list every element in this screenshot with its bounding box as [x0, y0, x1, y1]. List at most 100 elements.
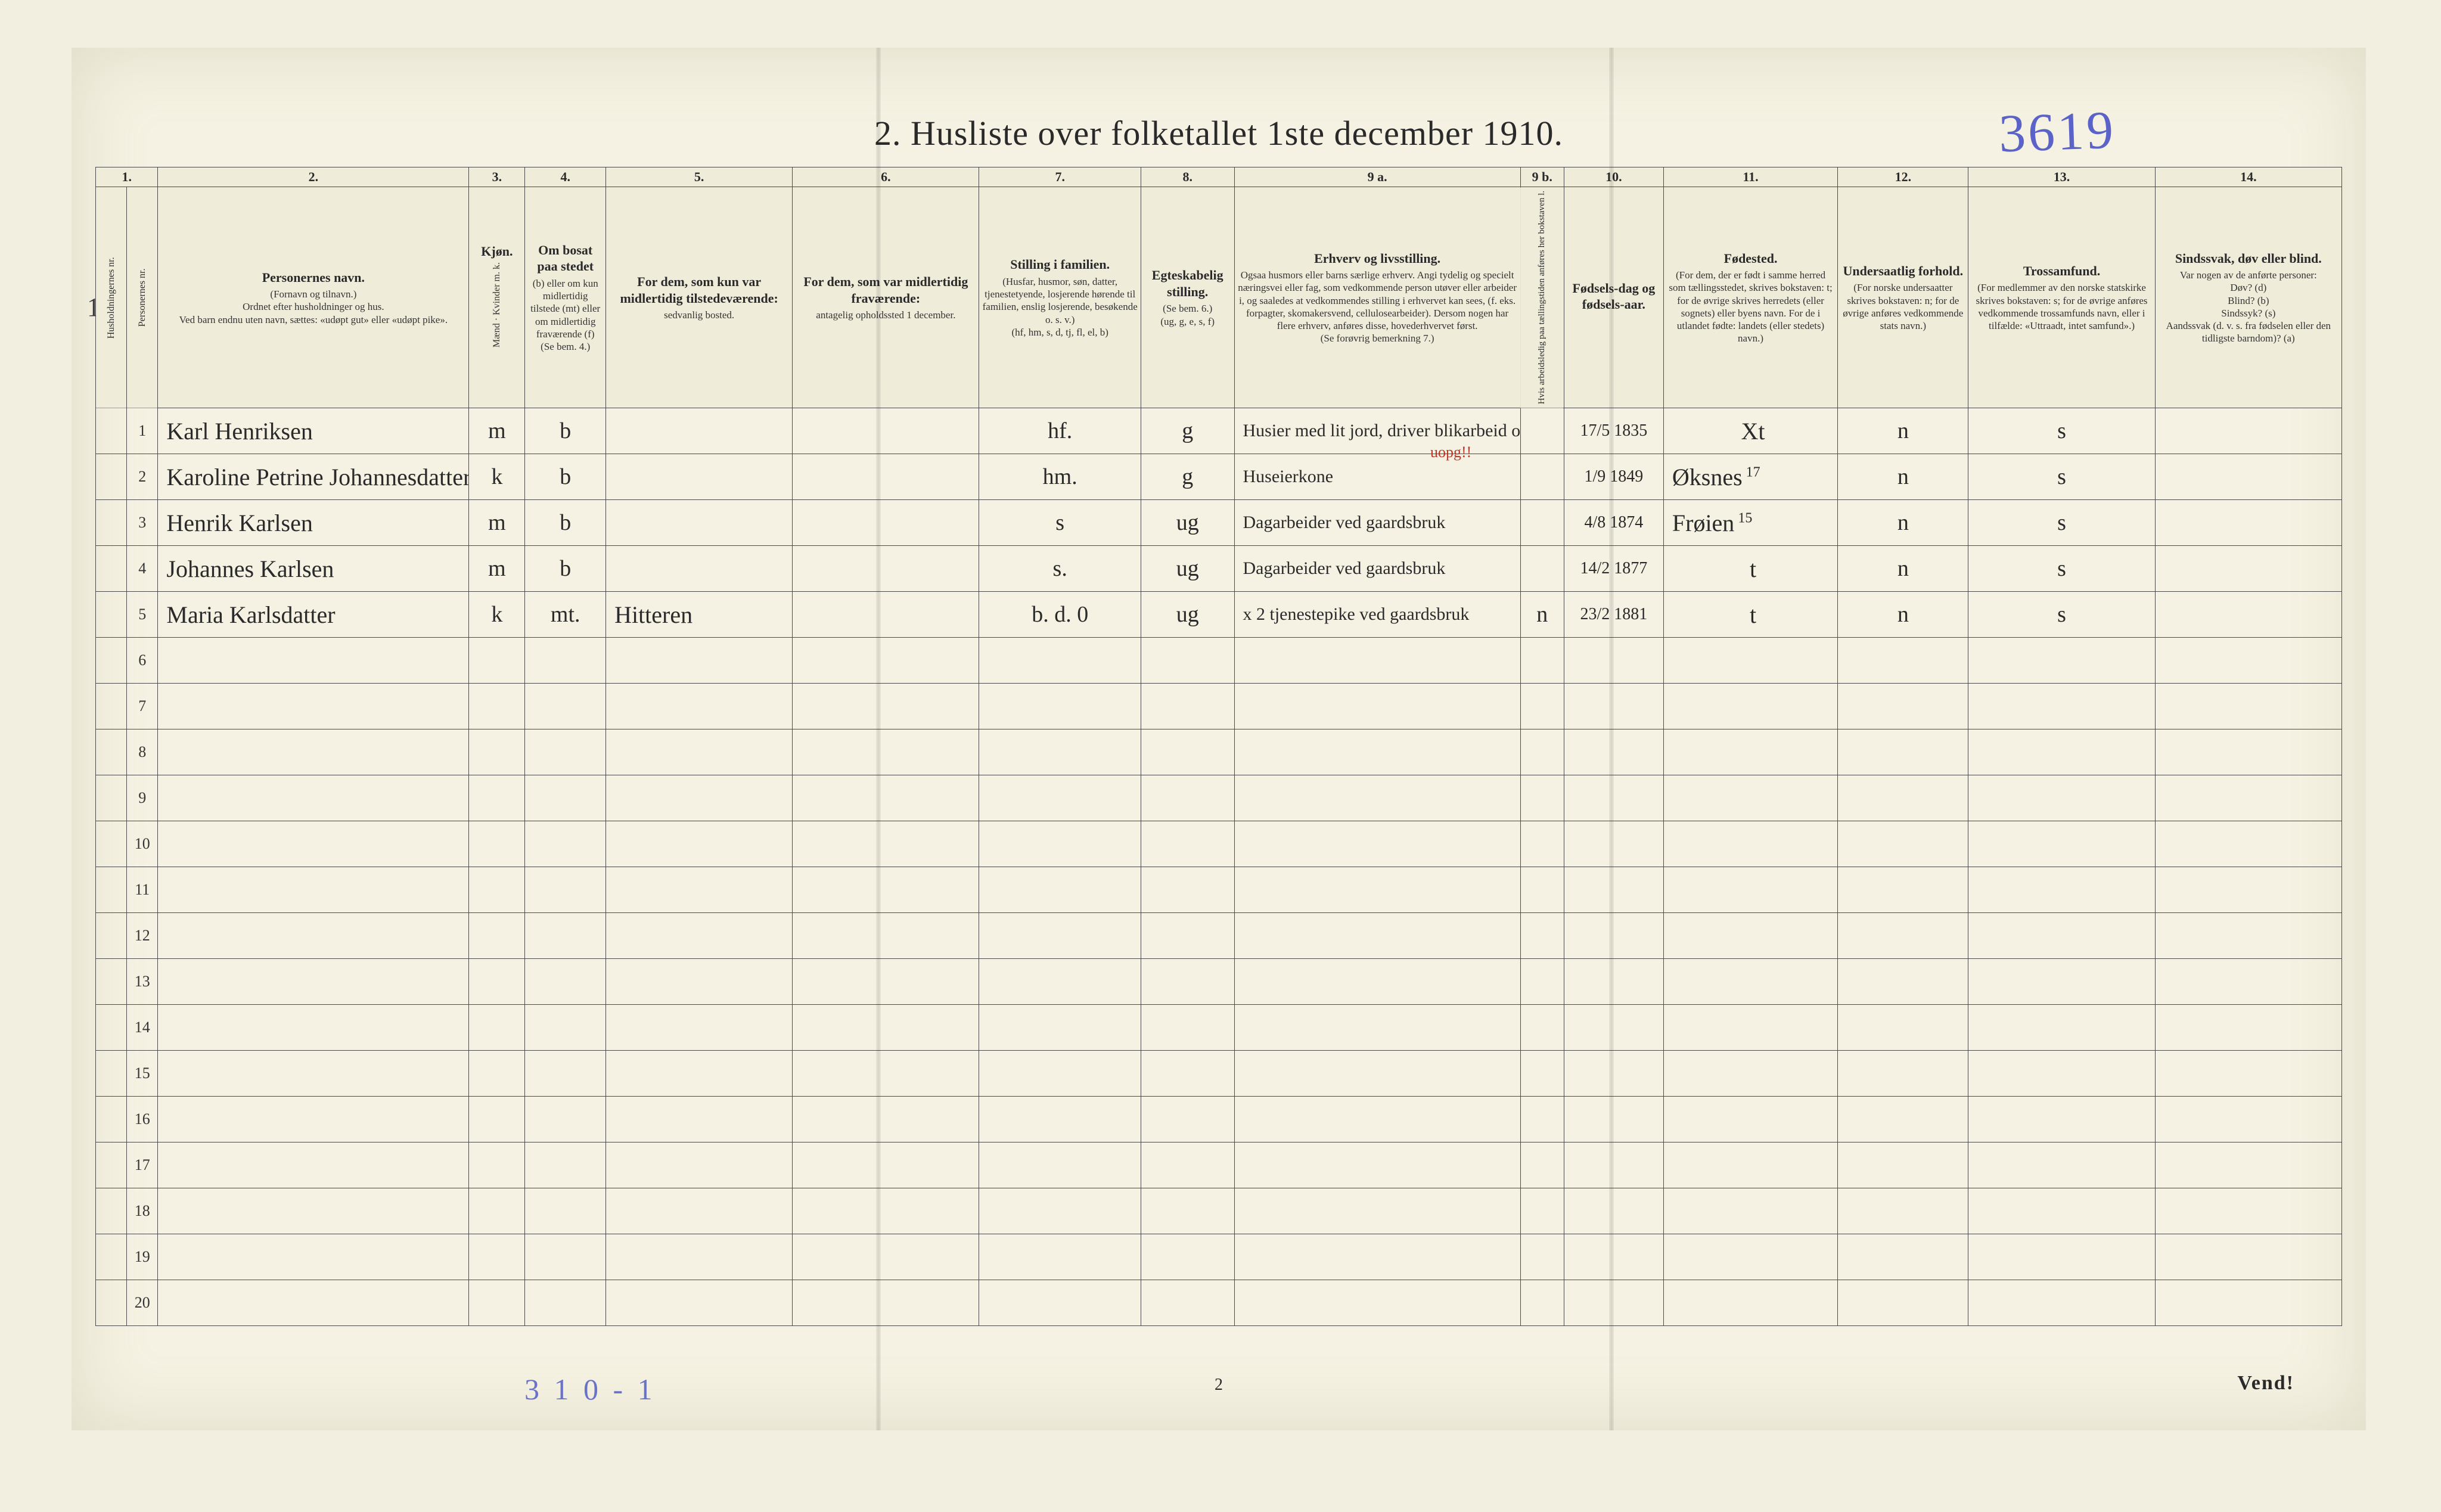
cell-empty: [1520, 638, 1564, 684]
cell-residence: b: [525, 500, 606, 546]
cell-birthplace: Xt: [1663, 408, 1837, 454]
cell-person-nr: 16: [127, 1097, 158, 1142]
header-position: Stilling i familien. (Husfar, husmor, sø…: [979, 187, 1141, 408]
cell-empty: [1968, 638, 2155, 684]
cell-empty: [1968, 1234, 2155, 1280]
cell-faith: s: [1968, 592, 2155, 638]
cell-marital: ug: [1141, 546, 1234, 592]
cell-hh-nr: [96, 821, 127, 867]
cell-f-place: [793, 546, 979, 592]
cell-person-nr: 10: [127, 821, 158, 867]
cell-marital: ug: [1141, 500, 1234, 546]
cell-empty: [979, 638, 1141, 684]
cell-faith: s: [1968, 546, 2155, 592]
cell-marital: ug: [1141, 592, 1234, 638]
paper-sheet: 2. Husliste over folketallet 1ste decemb…: [72, 48, 2366, 1430]
header-position-main: Stilling i familien.: [982, 256, 1138, 273]
cell-empty: [158, 1234, 469, 1280]
cell-empty: [793, 1234, 979, 1280]
cell-empty: [1838, 1234, 1968, 1280]
cell-empty: [525, 821, 606, 867]
cell-hh-nr: [96, 1188, 127, 1234]
table-row: 12: [96, 913, 2342, 959]
colnum-4: 4.: [525, 167, 606, 187]
cell-mt-place: [606, 408, 793, 454]
cell-empty: [1520, 684, 1564, 729]
cell-hh-nr: [96, 408, 127, 454]
cell-empty: [1234, 913, 1520, 959]
cell-empty: [1838, 1280, 1968, 1326]
cell-person-nr: 1: [127, 408, 158, 454]
cell-empty: [2155, 1280, 2341, 1326]
cell-empty: [1663, 1097, 1837, 1142]
cell-person-nr: 18: [127, 1188, 158, 1234]
cell-empty: [158, 1142, 469, 1188]
cell-empty: [979, 1051, 1141, 1097]
cell-empty: [1520, 867, 1564, 913]
cell-empty: [1968, 1097, 2155, 1142]
cell-empty: [158, 821, 469, 867]
cell-residence: b: [525, 546, 606, 592]
cell-empty: [606, 638, 793, 684]
cell-empty: [793, 1142, 979, 1188]
cell-faith: s: [1968, 454, 2155, 500]
cell-empty: [1663, 1280, 1837, 1326]
cell-empty: [2155, 1051, 2341, 1097]
cell-empty: [1564, 1097, 1663, 1142]
handwritten-sheet-number: 3619: [1998, 100, 2116, 165]
header-hh-nr-label: Husholdningernes nr.: [106, 257, 116, 339]
header-occupation: Erhverv og livsstilling. Ogsaa husmors e…: [1234, 187, 1520, 408]
cell-mt-place: [606, 500, 793, 546]
cell-empty: [1663, 1142, 1837, 1188]
header-ledig: Hvis arbeidsledig paa tællingstiden anfø…: [1520, 187, 1564, 408]
colnum-6: 6.: [793, 167, 979, 187]
header-residence: Om bosat paa stedet (b) eller om kun mid…: [525, 187, 606, 408]
cell-empty: [979, 867, 1141, 913]
table-row: 3Henrik KarlsenmbsugDagarbeider ved gaar…: [96, 500, 2342, 546]
cell-empty: [1141, 684, 1234, 729]
cell-empty: [1968, 775, 2155, 821]
header-ledig-label: Hvis arbeidsledig paa tællingstiden anfø…: [1537, 191, 1546, 404]
cell-disability: [2155, 546, 2341, 592]
cell-empty: [525, 913, 606, 959]
header-birthplace-sub: (For dem, der er født i samme herred som…: [1666, 269, 1835, 345]
cell-empty: [1968, 684, 2155, 729]
cell-empty: [1234, 1188, 1520, 1234]
cell-empty: [1968, 1142, 2155, 1188]
cell-empty: [2155, 959, 2341, 1005]
cell-empty: [525, 1234, 606, 1280]
cell-empty: [793, 867, 979, 913]
cell-empty: [469, 959, 525, 1005]
cell-occupation: Husier med lit jord, driver blikarbeid o…: [1234, 408, 1520, 454]
cell-empty: [1838, 1142, 1968, 1188]
table-row: 19: [96, 1234, 2342, 1280]
cell-empty: [525, 1280, 606, 1326]
cell-empty: [1234, 684, 1520, 729]
cell-empty: [1838, 775, 1968, 821]
cell-occupation: x 2 tjenestepike ved gaardsbruk: [1234, 592, 1520, 638]
cell-person-nr: 13: [127, 959, 158, 1005]
cell-ledig: [1520, 500, 1564, 546]
cell-empty: [1564, 821, 1663, 867]
cell-position: hm.: [979, 454, 1141, 500]
cell-empty: [606, 1234, 793, 1280]
cell-empty: [2155, 867, 2341, 913]
cell-birth: 14/2 1877: [1564, 546, 1663, 592]
table-row: 5Maria Karlsdatterkmt.Hitterenb. d. 0ugx…: [96, 592, 2342, 638]
cell-hh-nr: [96, 546, 127, 592]
cell-empty: [158, 1051, 469, 1097]
cell-hh-nr: [96, 913, 127, 959]
cell-empty: [1663, 821, 1837, 867]
cell-empty: [1564, 1051, 1663, 1097]
header-name: Personernes navn. (Fornavn og tilnavn.) …: [158, 187, 469, 408]
cell-nationality: n: [1838, 454, 1968, 500]
cell-empty: [1141, 638, 1234, 684]
colnum-9a: 9 a.: [1234, 167, 1520, 187]
cell-f-place: [793, 592, 979, 638]
cell-empty: [1838, 821, 1968, 867]
cell-person-nr: 2: [127, 454, 158, 500]
cell-empty: [1663, 913, 1837, 959]
cell-empty: [2155, 1005, 2341, 1051]
cell-empty: [1234, 867, 1520, 913]
cell-empty: [525, 1051, 606, 1097]
